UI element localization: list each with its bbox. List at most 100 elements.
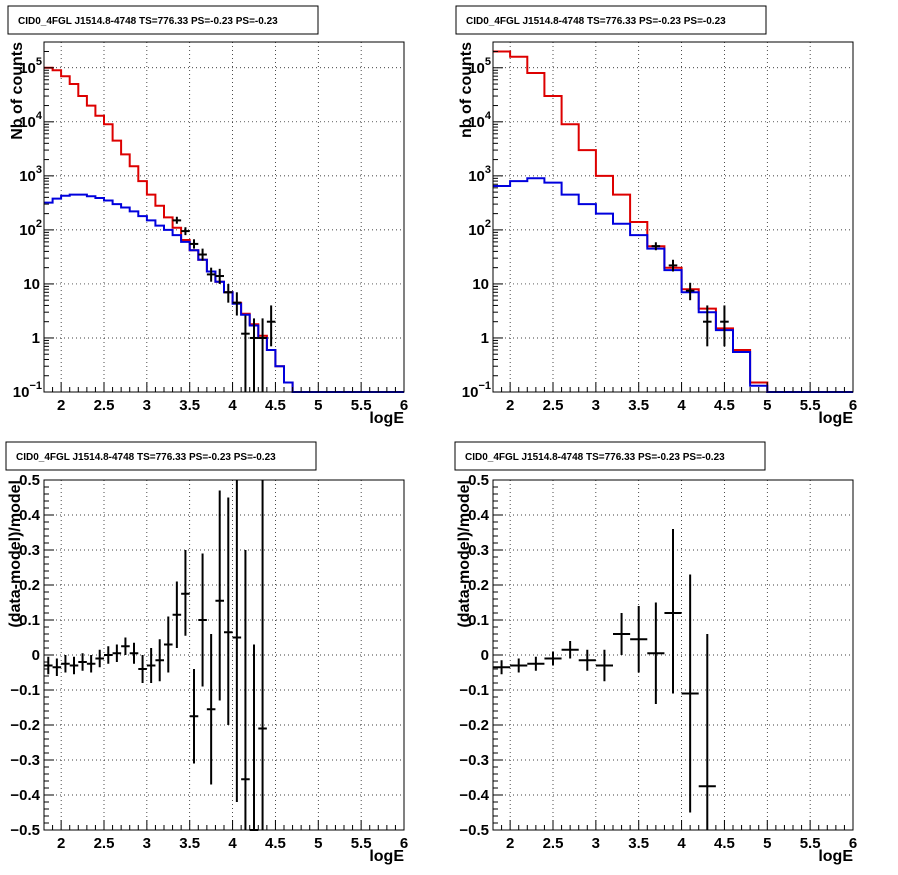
y-tick-exponent: 3: [485, 164, 491, 176]
data-point: [493, 660, 511, 675]
y-tick-label: −0.3: [459, 752, 489, 769]
data-point: [224, 497, 233, 725]
data-point: [668, 259, 678, 272]
x-tick-label: 3: [143, 397, 151, 414]
y-tick-label: 105: [19, 56, 42, 77]
y-tick-label: 0.5: [468, 472, 489, 489]
y-tick-label: 1: [481, 330, 489, 347]
y-tick-base: 10: [468, 114, 485, 131]
x-axis-title: logE: [818, 410, 853, 427]
data-point: [164, 616, 173, 673]
x-tick-label: 4.5: [714, 835, 735, 852]
x-tick-label: 4: [677, 397, 686, 414]
data-point: [232, 480, 242, 802]
y-tick-labels: −0.5 −0.4 −0.3 −0.2 −0.1 0 0.1 0.2 0.3 0.4 0.5: [459, 472, 489, 839]
y-tick-exponent: 4: [36, 110, 43, 122]
x-tick-label: 3.5: [628, 835, 649, 852]
y-axis-title: (data-model)/model: [456, 480, 473, 628]
y-tick-base: 10: [13, 384, 30, 401]
x-tick-label: 3: [592, 397, 600, 414]
y-tick-exponent: 5: [36, 56, 42, 68]
y-tick-label: −0.3: [10, 752, 40, 769]
data-point: [104, 646, 113, 664]
y-tick-base: 10: [472, 276, 489, 293]
x-tick-label: 5.5: [351, 835, 372, 852]
data-point: [206, 634, 216, 785]
x-tick-label: 3.5: [628, 397, 649, 414]
y-tick-exponent: 5: [485, 56, 491, 68]
data-point: [172, 581, 182, 648]
data-points: [44, 480, 267, 831]
x-tick-label: 4.5: [265, 397, 286, 414]
y-tick-label: 0.2: [19, 577, 40, 594]
data-points: [172, 216, 276, 392]
y-tick-base: 10: [19, 114, 36, 131]
x-tick-labels: 2 2.5 3 3.5 4 4.5 5 5.5 6: [506, 397, 857, 414]
y-tick-label: 103: [19, 164, 42, 185]
data-point: [681, 574, 699, 813]
y-tick-label: −0.5: [459, 822, 489, 839]
y-tick-exponent: 2: [485, 218, 491, 230]
x-tick-label: 6: [849, 397, 857, 414]
y-tick-exponent: −1: [29, 380, 42, 392]
plot-area: [493, 42, 853, 392]
x-tick-label: 6: [849, 835, 857, 852]
data-point: [198, 553, 207, 687]
y-tick-label: 10: [23, 276, 40, 293]
data-point: [595, 649, 613, 682]
y-tick-label: −0.5: [10, 822, 40, 839]
x-tick-labels: 2 2.5 3 3.5 4 4.5 5 5.5 6: [506, 835, 857, 852]
y-tick-base: 1: [481, 330, 489, 347]
data-point: [52, 658, 62, 676]
title-box: [7, 5, 319, 35]
grid-lines: [44, 480, 404, 830]
residual-panel-right: 2 2.5 3 3.5 4 4.5 5 5.5 6 −0.5 −0.4 −0.3 −0.2 −0.1 0 0…: [454, 441, 857, 865]
data-point: [241, 550, 250, 830]
data-point: [61, 655, 70, 673]
title-box: [455, 5, 767, 35]
y-tick-exponent: 4: [485, 110, 492, 122]
y-tick-base: 10: [19, 168, 36, 185]
x-tick-label: 4.5: [265, 835, 286, 852]
x-tick-label: 5: [314, 835, 322, 852]
data-point: [112, 644, 122, 662]
data-point: [155, 639, 164, 682]
data-point: [215, 268, 224, 284]
y-tick-label: 0.5: [19, 472, 40, 489]
y-tick-label: 0.3: [468, 542, 489, 559]
y-tick-label: 102: [468, 218, 491, 239]
x-tick-label: 4: [677, 835, 686, 852]
y-tick-label: −0.4: [10, 787, 40, 804]
data-point: [698, 634, 716, 830]
data-point: [561, 641, 579, 659]
data-point: [249, 318, 259, 392]
data-point: [138, 655, 147, 683]
y-tick-label: 10: [472, 276, 489, 293]
y-tick-base: 10: [462, 384, 479, 401]
x-tick-labels: 2 2.5 3 3.5 4 4.5 5 5.5 6: [57, 397, 408, 414]
grid-lines: [493, 42, 853, 392]
data-point: [685, 282, 695, 301]
x-tick-label: 3.5: [179, 835, 200, 852]
axis-ticks: [43, 41, 405, 393]
data-point: [189, 239, 199, 249]
x-tick-label: 3: [592, 835, 600, 852]
x-tick-label: 3: [143, 835, 151, 852]
data-point: [215, 490, 224, 701]
axis-ticks: [492, 479, 854, 831]
data-point: [181, 550, 190, 636]
x-axis-title: logE: [818, 848, 853, 865]
data-point: [241, 315, 250, 392]
y-tick-label: 10−1: [13, 380, 42, 401]
data-point: [78, 653, 87, 671]
x-tick-label: 2.5: [94, 397, 115, 414]
x-tick-label: 2: [506, 835, 514, 852]
y-tick-label: −0.1: [459, 682, 489, 699]
y-tick-exponent: 2: [36, 218, 42, 230]
data-point: [544, 651, 562, 666]
data-point: [198, 248, 207, 261]
